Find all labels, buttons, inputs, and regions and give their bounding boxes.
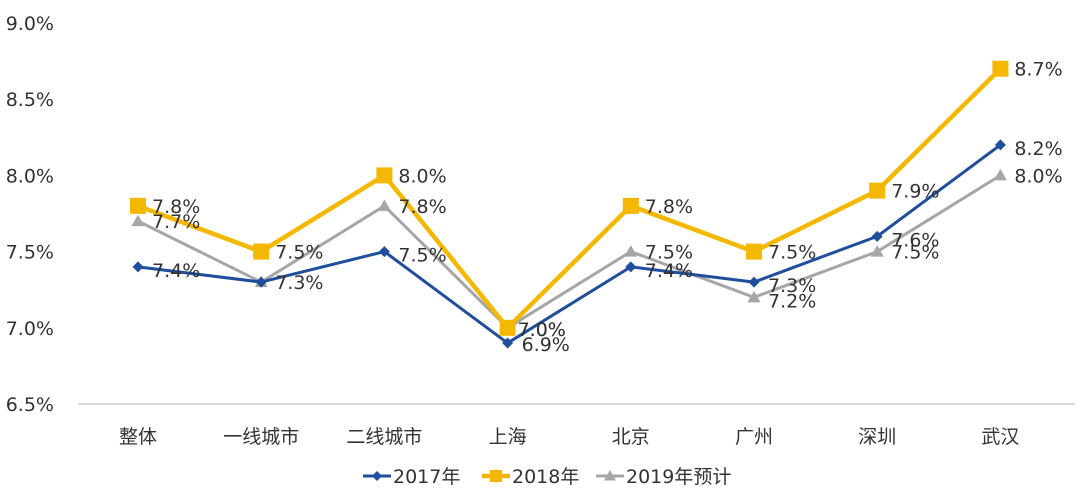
data-label: 7.4%: [645, 260, 693, 282]
data-label: 8.0%: [1014, 165, 1062, 187]
data-label: 7.0%: [518, 319, 566, 341]
data-label: 7.0%: [518, 319, 566, 341]
data-label: 7.5%: [398, 245, 446, 267]
series-2017-point: [132, 261, 144, 273]
series-2017-point: [378, 246, 390, 258]
series-2018-point: [130, 197, 146, 214]
y-tick-label: 7.0%: [6, 318, 54, 340]
series-2019-forecast-line: [137, 174, 1002, 330]
data-label: 7.3%: [275, 272, 323, 294]
data-label: 7.5%: [891, 242, 939, 264]
x-tick-label: 武汉: [981, 426, 1019, 448]
series-layer: [130, 60, 1009, 349]
series-2018-line: [137, 67, 1002, 331]
legend-label: 2018年: [512, 466, 579, 488]
data-label: 8.7%: [1014, 59, 1062, 81]
series-2019-forecast-point: [624, 245, 638, 257]
series-2018-point: [253, 243, 270, 260]
series-2017-point: [748, 276, 760, 288]
legend-item: 2019年预计: [596, 466, 731, 488]
y-axis: 6.5% 7.0% 7.5% 8.0% 8.5% 9.0%: [6, 13, 54, 416]
y-tick-label: 6.5%: [6, 394, 54, 416]
series-2019-forecast-point: [993, 168, 1007, 181]
y-tick-label: 9.0%: [6, 13, 54, 35]
series-2018-point: [622, 197, 639, 214]
series-2018: [130, 60, 1009, 336]
x-tick-label: 一线城市: [223, 426, 299, 448]
x-tick-label: 二线城市: [346, 426, 422, 448]
data-label: 7.5%: [645, 242, 693, 264]
legend-marker: [372, 471, 382, 481]
x-tick-label: 上海: [489, 426, 527, 448]
data-label: 8.0%: [398, 165, 446, 187]
data-label: 7.4%: [152, 260, 200, 282]
x-tick-label: 北京: [612, 426, 650, 448]
legend-marker: [490, 470, 502, 482]
data-label: 7.8%: [398, 196, 446, 218]
x-axis: 整体 一线城市 二线城市 上海 北京 广州 深圳 武汉: [78, 403, 1075, 448]
data-label: 7.7%: [152, 211, 200, 233]
series-2019-forecast-point: [131, 214, 145, 227]
data-label: 6.9%: [522, 334, 570, 356]
series-2018-point: [746, 243, 762, 260]
series-2017-point: [871, 230, 883, 242]
data-labels: 7.4%7.5%6.9%7.4%7.3%7.6%8.2%7.8%7.5%8.0%…: [152, 59, 1063, 356]
legend-item: 2017年: [363, 466, 460, 488]
series-2017-line: [137, 143, 1002, 345]
x-tick-label: 广州: [735, 426, 773, 448]
data-label: 8.2%: [1014, 138, 1062, 160]
legend-item: 2018年: [482, 466, 579, 488]
data-label: 7.2%: [768, 290, 816, 312]
data-label: 7.8%: [152, 196, 200, 218]
y-tick-label: 7.5%: [6, 242, 54, 264]
y-tick-label: 8.5%: [6, 89, 54, 111]
series-2017-point: [625, 261, 637, 273]
data-label: 7.5%: [768, 242, 816, 264]
legend: 2017年 2018年 2019年预计: [363, 466, 731, 488]
series-2018-point: [499, 319, 516, 336]
data-label: 7.6%: [891, 229, 939, 251]
series-2019-forecast-point: [870, 245, 884, 257]
legend-marker: [604, 470, 616, 481]
series-2017-point: [502, 337, 514, 349]
legend-label: 2017年: [393, 466, 460, 488]
series-2019-forecast-point: [377, 199, 391, 211]
data-label: 7.3%: [768, 275, 816, 297]
legend-label: 2019年预计: [626, 466, 731, 488]
series-2018-point: [376, 167, 393, 184]
x-tick-label: 深圳: [858, 426, 896, 448]
series-2018-point: [869, 182, 886, 199]
data-label: 7.5%: [275, 242, 323, 264]
data-label: 7.8%: [645, 196, 693, 218]
x-tick-label: 整体: [119, 426, 157, 448]
y-tick-label: 8.0%: [6, 165, 54, 187]
series-2017-point: [255, 276, 267, 288]
data-label: 7.9%: [891, 181, 939, 203]
series-2019-forecast-point: [747, 290, 761, 303]
series-2018-point: [992, 60, 1009, 77]
series-2017-point: [994, 139, 1006, 151]
series-2017: [132, 139, 1006, 349]
